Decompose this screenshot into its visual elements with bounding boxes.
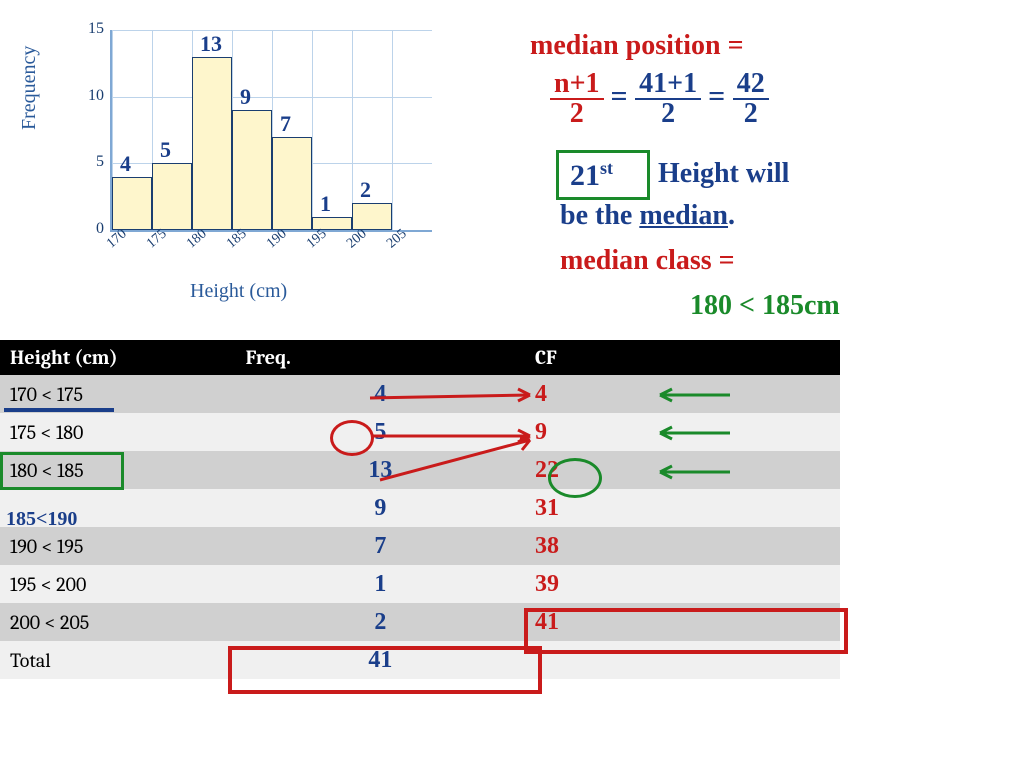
answer-box: [556, 150, 650, 200]
bar: [192, 57, 232, 230]
bar: [352, 203, 392, 230]
cell-height: 175 < 180: [0, 413, 236, 451]
box-total-freq: [228, 646, 542, 694]
col-cf: CF: [525, 340, 840, 375]
cell-cf: 38: [525, 527, 840, 565]
col-height: Height (cm): [0, 340, 236, 375]
bar-value: 7: [280, 111, 291, 137]
bar: [232, 110, 272, 230]
underline-170: [4, 408, 114, 412]
box-median-class-row: [0, 452, 124, 490]
plot-area: [110, 30, 432, 232]
table-row: 180 < 1851322: [0, 451, 840, 489]
median-class-label: median class =: [560, 245, 735, 277]
ytick: 15: [88, 20, 104, 38]
bar-value: 13: [200, 31, 222, 57]
table-row: 931: [0, 489, 840, 527]
circle-cf-22: [548, 458, 602, 498]
bar-value: 2: [360, 177, 371, 203]
bar-value: 9: [240, 84, 251, 110]
median-formula: n+12 = 41+12 = 422: [550, 70, 769, 128]
bar: [112, 177, 152, 230]
overwrite-185-190: 185<190: [6, 508, 77, 531]
ytick: 0: [96, 220, 104, 238]
cell-height: 200 < 205: [0, 603, 236, 641]
ytick: 5: [96, 153, 104, 171]
cell-freq: 4: [236, 375, 525, 413]
bar-value: 1: [320, 191, 331, 217]
cell-cf: 39: [525, 565, 840, 603]
cell-height: 195 < 200: [0, 565, 236, 603]
bar-value: 4: [120, 151, 131, 177]
y-axis-label: Frequency: [18, 46, 41, 130]
median-class-value: 180 < 185cm: [690, 290, 840, 322]
table-row: 195 < 200139: [0, 565, 840, 603]
table-row: 170 < 17544: [0, 375, 840, 413]
cell-height: 190 < 195: [0, 527, 236, 565]
box-cf-41: [524, 608, 848, 654]
table-row: 175 < 18059: [0, 413, 840, 451]
cell-freq: 13: [236, 451, 525, 489]
be-the-median: be the median.: [560, 200, 735, 232]
bar-value: 5: [160, 137, 171, 163]
bar: [272, 137, 312, 230]
height-will: Height will: [658, 158, 789, 190]
histogram: Frequency Height (cm) 051015451397121701…: [70, 30, 430, 300]
cell-freq: 7: [236, 527, 525, 565]
ytick: 10: [88, 87, 104, 105]
cell-freq: 1: [236, 565, 525, 603]
bar: [152, 163, 192, 230]
col-freq: Freq.: [236, 340, 525, 375]
cell-freq: 2: [236, 603, 525, 641]
median-position-label: median position =: [530, 30, 744, 62]
x-axis-label: Height (cm): [190, 280, 287, 303]
cell-freq: 5: [236, 413, 525, 451]
cell-cf: 4: [525, 375, 840, 413]
circle-freq-5: [330, 420, 374, 456]
cell-height: Total: [0, 641, 236, 679]
cell-freq: 9: [236, 489, 525, 527]
table-row: 190 < 195738: [0, 527, 840, 565]
cell-cf: 9: [525, 413, 840, 451]
